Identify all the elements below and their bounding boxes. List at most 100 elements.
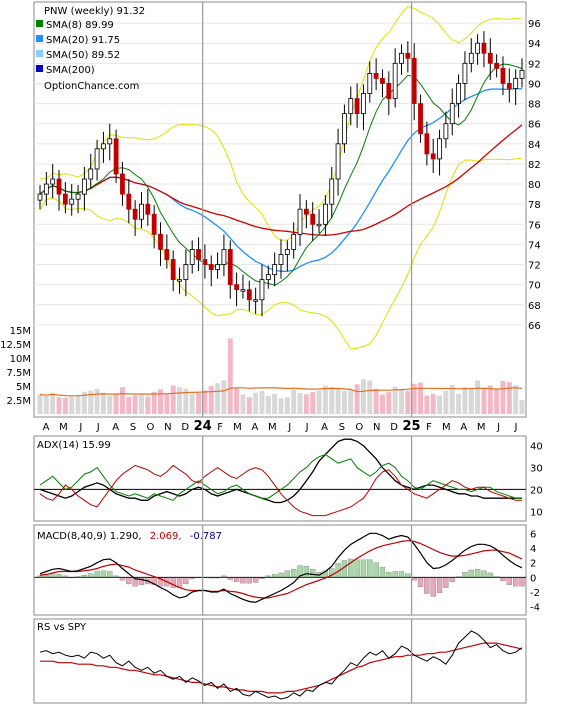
- volume-bar: [107, 396, 113, 414]
- macd-histogram-bar: [138, 577, 145, 585]
- x-axis-label: J: [514, 422, 518, 433]
- candle-body: [443, 123, 449, 140]
- volume-bar: [240, 394, 246, 414]
- volume-bar: [449, 384, 455, 414]
- volume-bar: [69, 396, 75, 414]
- macd-histogram-bar: [252, 577, 259, 583]
- macd-histogram-bar: [398, 571, 405, 578]
- volume-bar: [158, 389, 163, 414]
- volume-bar: [37, 394, 43, 414]
- macd-histogram-bar: [417, 577, 424, 588]
- x-axis-label: 24: [194, 419, 212, 434]
- volume-bar: [373, 388, 379, 414]
- volume-bar: [126, 397, 132, 414]
- candle-body: [246, 289, 252, 301]
- volume-bar: [227, 338, 233, 414]
- candle-body: [151, 213, 157, 235]
- x-axis-label: J: [78, 422, 82, 433]
- volume-average-line: [39, 387, 523, 397]
- candle-body: [113, 138, 119, 175]
- macd-histogram-bar: [303, 566, 310, 578]
- candle-body: [519, 69, 525, 79]
- legend-swatch-sma50: [36, 50, 43, 57]
- x-axis-label: F: [217, 422, 223, 433]
- candle-body: [449, 103, 455, 125]
- sma8-line: [39, 63, 523, 286]
- x-axis-label: F: [426, 422, 432, 433]
- price-tick-label: 86: [528, 120, 541, 131]
- volume-bar: [367, 380, 373, 414]
- volume-bar: [113, 394, 119, 414]
- candle-body: [494, 62, 500, 69]
- adx-tick-label: 10: [530, 507, 543, 518]
- candle-body: [348, 98, 354, 115]
- candle-body: [418, 103, 423, 135]
- volume-bar: [208, 386, 214, 414]
- macd-histogram-bar: [246, 577, 252, 584]
- x-axis-label: J: [305, 422, 309, 433]
- macd-histogram-bar: [278, 572, 284, 578]
- candle-body: [310, 213, 316, 225]
- price-tick-label: 76: [528, 220, 541, 231]
- x-axis-label: J: [496, 422, 500, 433]
- candle-body: [437, 138, 442, 160]
- candle-body: [139, 203, 144, 220]
- price-tick-label: 82: [528, 160, 541, 171]
- volume-bar: [424, 395, 430, 414]
- volume-tick-label: 15M: [10, 326, 31, 337]
- candle-body: [62, 193, 68, 205]
- volume-bar: [310, 392, 316, 414]
- macd-histogram-bar: [56, 574, 62, 578]
- candle-body: [56, 178, 62, 195]
- legend-ticker: PNW (weekly) 91.32: [44, 6, 145, 17]
- macd-histogram-bar: [500, 577, 506, 582]
- candle-body: [316, 223, 322, 227]
- volume-bar: [392, 386, 398, 414]
- volume-bar: [189, 393, 195, 414]
- candle-body: [373, 72, 379, 79]
- adx-tick-label: 20: [530, 485, 543, 496]
- x-axis-label: M: [442, 422, 451, 433]
- legend-swatch-sma200: [36, 65, 43, 72]
- macd-histogram-bar: [291, 569, 297, 578]
- x-axis-label: O: [147, 422, 155, 433]
- volume-bar: [348, 389, 354, 414]
- volume-bar: [335, 388, 341, 414]
- x-axis-label: M: [233, 422, 242, 433]
- candle-body: [424, 133, 430, 155]
- candle-body: [227, 249, 233, 286]
- macd-panel-frame: [33, 524, 527, 616]
- price-tick-label: 94: [528, 39, 541, 50]
- volume-bar: [443, 391, 449, 414]
- volume-bar: [303, 394, 309, 414]
- volume-bar: [405, 391, 411, 414]
- candle-body: [259, 279, 265, 301]
- volume-bar: [272, 393, 278, 414]
- candle-body: [386, 83, 392, 99]
- macd-histogram-bar: [354, 559, 360, 578]
- x-axis-label: M: [268, 422, 277, 433]
- adx-tick-label: 40: [530, 442, 543, 453]
- candle-body: [506, 83, 512, 89]
- volume-bar: [418, 382, 424, 414]
- volume-bar: [386, 392, 392, 414]
- candle-body: [75, 193, 81, 200]
- volume-bar: [94, 388, 100, 414]
- volume-bar: [437, 395, 443, 414]
- macd-tick-label: -4: [530, 603, 540, 614]
- macd-histogram-bar: [468, 569, 474, 578]
- candle-body: [354, 98, 360, 115]
- volume-bar: [81, 391, 87, 414]
- price-tick-label: 90: [528, 79, 541, 90]
- candle-body: [284, 249, 290, 255]
- volume-bar: [494, 389, 500, 414]
- volume-bar: [468, 388, 474, 414]
- legend-sma20: SMA(20) 91.75: [46, 35, 120, 46]
- x-axis-label: N: [164, 422, 171, 433]
- candle-body: [265, 274, 271, 281]
- candle-body: [399, 52, 404, 64]
- candle-body: [322, 203, 328, 225]
- volume-bar: [278, 398, 284, 414]
- macd-tick-label: 4: [530, 544, 536, 555]
- macd-histogram-bar: [392, 571, 398, 578]
